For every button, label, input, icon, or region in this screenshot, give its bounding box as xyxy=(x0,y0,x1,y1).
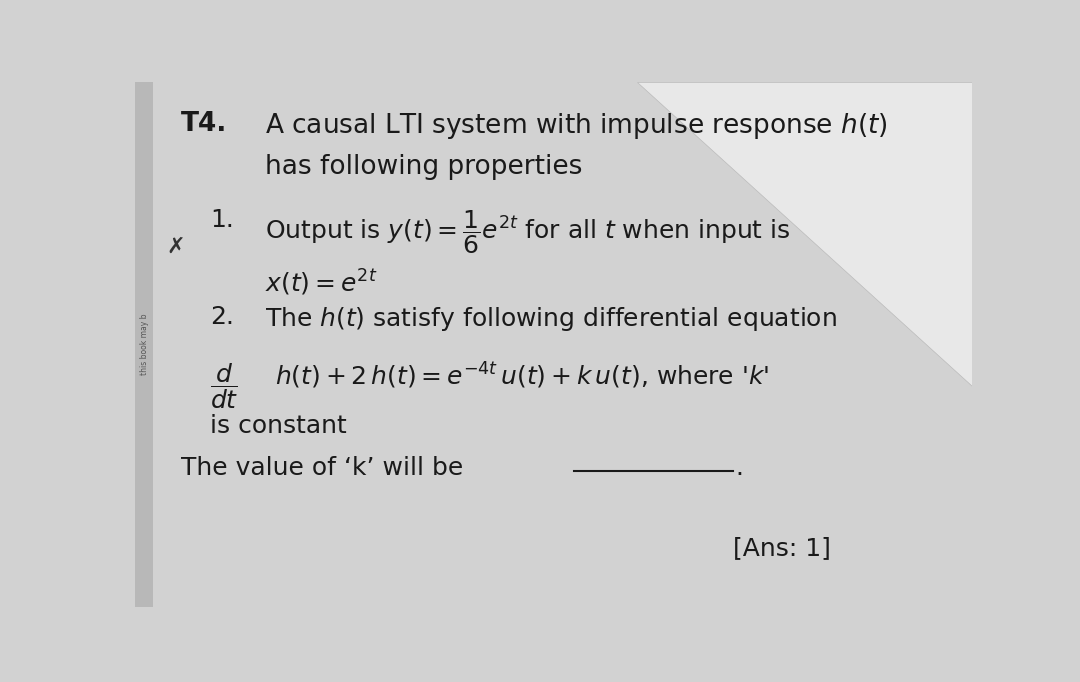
Text: $\dfrac{d}{dt}$: $\dfrac{d}{dt}$ xyxy=(211,361,239,411)
Text: this book may b: this book may b xyxy=(139,314,149,375)
Text: T4.: T4. xyxy=(181,110,228,136)
Text: $h(t) + 2\,h(t) = e^{-4t}\,u(t) + k\,u(t)$, where '$k$': $h(t) + 2\,h(t) = e^{-4t}\,u(t) + k\,u(t… xyxy=(274,361,769,391)
Text: .: . xyxy=(735,456,743,479)
Polygon shape xyxy=(637,82,972,387)
Text: 2.: 2. xyxy=(211,305,234,329)
Text: [Ans: 1]: [Ans: 1] xyxy=(733,536,832,560)
Text: Output is $y(t) = \dfrac{1}{6}e^{2t}$ for all $t$ when input is: Output is $y(t) = \dfrac{1}{6}e^{2t}$ fo… xyxy=(265,208,791,256)
Text: The $h(t)$ satisfy following differential equation: The $h(t)$ satisfy following differentia… xyxy=(265,305,837,333)
Bar xyxy=(135,82,153,607)
Text: 1.: 1. xyxy=(211,208,234,232)
Text: is constant: is constant xyxy=(211,414,347,438)
Text: has following properties: has following properties xyxy=(265,154,582,180)
Text: $x(t) = e^{2t}$: $x(t) = e^{2t}$ xyxy=(265,268,377,299)
Text: A causal LTI system with impulse response $h(t)$: A causal LTI system with impulse respons… xyxy=(265,110,888,140)
Text: ✗: ✗ xyxy=(166,237,186,257)
Text: The value of ‘k’ will be: The value of ‘k’ will be xyxy=(181,456,463,479)
